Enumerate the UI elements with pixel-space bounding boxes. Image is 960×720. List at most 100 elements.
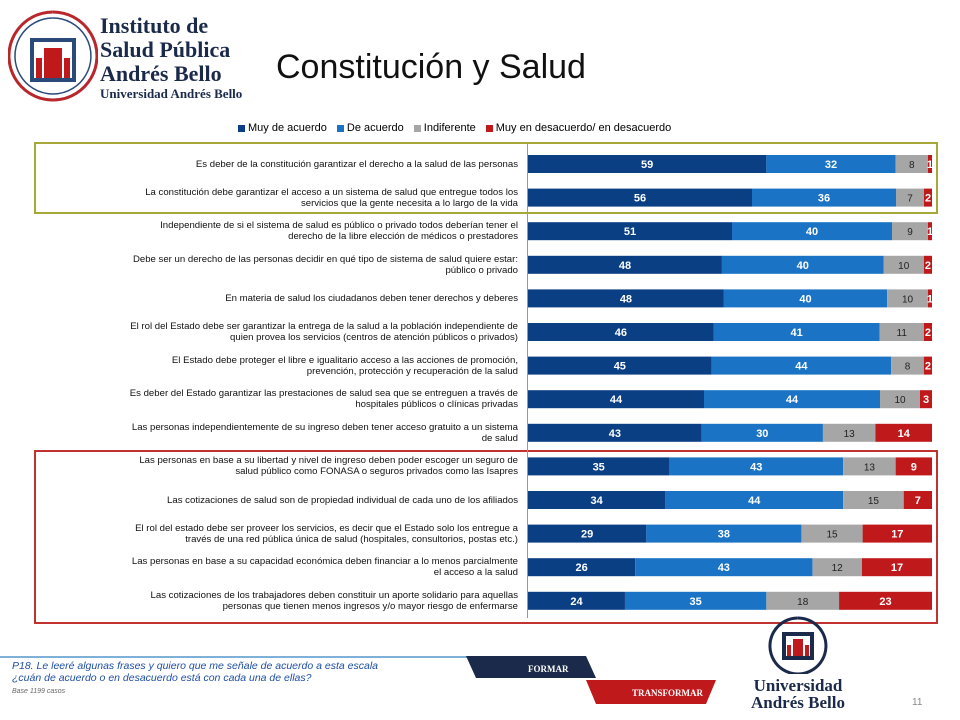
category-axis-line (527, 144, 528, 618)
category-label: Las personas en base a su libertad y niv… (88, 455, 518, 477)
university-logo: Universidad Andrés Bello (742, 614, 854, 711)
bar-segment (528, 356, 712, 375)
legend-item-muy-de-acuerdo: Muy de acuerdo (238, 122, 327, 134)
category-label: Es deber de la constitución garantizar e… (88, 159, 518, 170)
data-label: 43 (609, 428, 621, 440)
bar-segment (891, 356, 924, 375)
category-label: El rol del Estado debe ser garantizar la… (88, 321, 518, 343)
footer-banner-shapes (466, 656, 716, 704)
institute-university: Universidad Andrés Bello (100, 86, 243, 101)
category-label-line: Debe ser un derecho de las personas deci… (132, 253, 518, 265)
category-label: En materia de salud los ciudadanos deben… (88, 293, 518, 304)
legend-swatch (413, 124, 421, 132)
data-label: 44 (795, 361, 808, 373)
category-label-line: personas que tienen menos ingresos y/o m… (222, 600, 518, 612)
category-label-line: través de una red pública única de salud… (185, 533, 518, 545)
legend-item-indiferente: Indiferente (413, 122, 476, 134)
category-label-line: Las personas en base a su capacidad econ… (131, 556, 518, 568)
bar-segment (875, 423, 932, 442)
bar-segment (528, 423, 702, 442)
category-label-line: el acceso a la salud (433, 567, 518, 579)
category-label-line: derecho de la libre elección de médicos … (288, 231, 518, 243)
category-label-line: salud público como FONASA o seguros priv… (235, 466, 518, 478)
category-label: El Estado debe proteger el libre e igual… (88, 355, 518, 377)
category-label: Las personas en base a su capacidad econ… (88, 556, 518, 578)
bar-segment (528, 323, 714, 341)
data-label: 11 (897, 328, 908, 339)
data-label: 46 (615, 327, 627, 339)
bar-segment (883, 255, 924, 274)
category-label-line: Las personas en base a su libertad y niv… (139, 455, 518, 467)
university-line2: Andrés Bello (751, 693, 845, 712)
category-label-line: En materia de salud los ciudadanos deben… (225, 292, 518, 304)
bar-segment (723, 289, 888, 308)
data-label: 45 (614, 361, 626, 373)
bar-segment (711, 356, 892, 375)
highlight-box-top (34, 142, 938, 214)
data-label: 48 (620, 293, 632, 305)
data-label: 1 (927, 226, 933, 238)
university-line1: Universidad (753, 676, 843, 695)
data-label: 40 (799, 293, 811, 305)
category-label-line: público o privado (445, 264, 518, 276)
question-line2: ¿cuán de acuerdo o en desacuerdo está co… (12, 672, 312, 684)
category-label: Las personas independientemente de su in… (88, 422, 518, 444)
bar-segment (713, 323, 880, 341)
bar-segment (923, 255, 932, 274)
sample-base: Base 1199 casos (12, 688, 66, 695)
institute-emblem-icon (7, 10, 99, 102)
category-label-line: Es deber del Estado garantizar las prest… (129, 388, 518, 400)
category-label-line: Es deber de la constitución garantizar e… (195, 158, 518, 170)
institute-name: Instituto de Salud Pública Andrés Bello (100, 14, 230, 86)
data-label: 9 (907, 227, 913, 238)
page-number: 11 (912, 697, 923, 708)
data-label: 10 (902, 294, 914, 305)
category-label: La constitución debe garantizar el acces… (88, 187, 518, 209)
data-label: 40 (797, 260, 809, 272)
page-title: Constitución y Salud (276, 48, 586, 86)
legend-swatch (336, 124, 344, 132)
data-label: 51 (624, 226, 636, 238)
bar-segment (892, 222, 928, 241)
survey-question: P18. Le leeré algunas frases y quiero qu… (12, 660, 378, 684)
category-label-line: Independiente de si el sistema de salud … (160, 220, 518, 232)
highlight-box-bottom (34, 450, 938, 624)
bar-segment (528, 222, 732, 241)
category-label: Las cotizaciones de salud son de propied… (88, 495, 518, 506)
data-label: 40 (806, 226, 818, 238)
category-label: El rol del estado debe ser proveer los s… (88, 523, 518, 545)
data-label: 48 (619, 260, 631, 272)
category-label-line: El rol del estado debe ser proveer los s… (135, 522, 518, 534)
footer-divider (0, 656, 470, 658)
data-label: 10 (898, 261, 910, 272)
legend-swatch (485, 124, 493, 132)
banner-formar: FORMAR (528, 664, 569, 674)
legend-item-de-acuerdo: De acuerdo (336, 122, 404, 134)
category-label: Es deber del Estado garantizar las prest… (88, 388, 518, 410)
institute-line2: Salud Pública (100, 37, 231, 62)
data-label: 44 (786, 394, 799, 406)
bar-segment (528, 390, 704, 409)
bar-segment (879, 323, 924, 341)
chart-legend: Muy de acuerdo De acuerdo Indiferente Mu… (238, 122, 671, 134)
data-label: 2 (925, 327, 931, 339)
question-line1: P18. Le leeré algunas frases y quiero qu… (12, 660, 378, 672)
category-label-line: La constitución debe garantizar el acces… (145, 186, 518, 198)
bar-segment (928, 222, 932, 241)
data-label: 3 (923, 394, 929, 406)
legend-item-desacuerdo: Muy en desacuerdo/ en desacuerdo (485, 122, 672, 134)
bar-segment (923, 356, 932, 375)
data-label: 8 (905, 362, 911, 373)
category-label-line: Las personas independientemente de su in… (131, 421, 518, 433)
category-label-line: El Estado debe proteger el libre e igual… (171, 354, 518, 366)
bar-segment (923, 323, 932, 341)
bar-segment (528, 289, 724, 308)
banner-transformar: TRANSFORMAR (632, 688, 703, 698)
bar-segment (880, 390, 920, 409)
category-label-line: prevención, protección y recuperación de… (306, 365, 518, 377)
data-label: 2 (925, 361, 931, 373)
bar-segment (528, 255, 722, 274)
institute-logo (7, 8, 248, 108)
bar-segment (732, 222, 892, 241)
legend-label: Muy en desacuerdo/ en desacuerdo (495, 122, 672, 134)
